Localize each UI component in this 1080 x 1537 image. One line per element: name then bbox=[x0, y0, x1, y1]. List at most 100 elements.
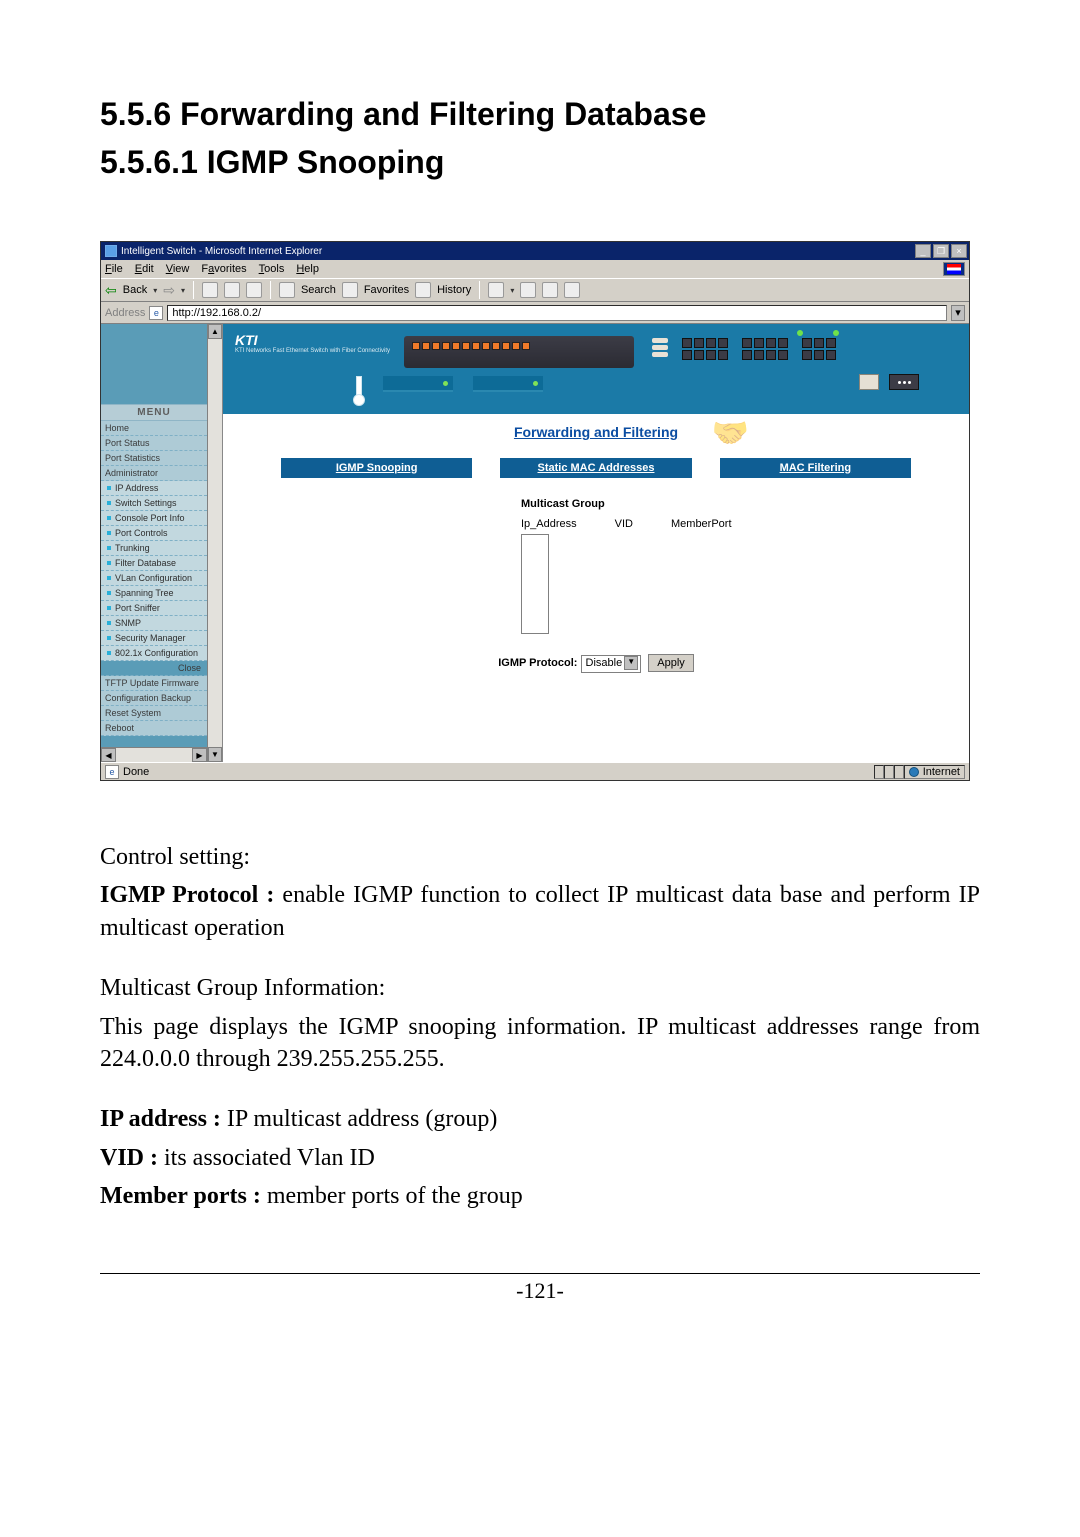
sidebar-item-spanning-tree[interactable]: Spanning Tree bbox=[101, 586, 207, 601]
status-text: Done bbox=[123, 766, 149, 778]
sidebar-item-ip-address[interactable]: IP Address bbox=[101, 481, 207, 496]
refresh-icon[interactable] bbox=[224, 282, 240, 298]
tab-mac-filtering[interactable]: MAC Filtering bbox=[720, 458, 911, 478]
sidebar-menu-title: MENU bbox=[101, 404, 207, 421]
edit-icon[interactable] bbox=[542, 282, 558, 298]
status-zone: Internet bbox=[923, 766, 960, 778]
close-button[interactable]: × bbox=[951, 244, 967, 258]
sidebar-close[interactable]: Close bbox=[101, 661, 207, 676]
menu-tools[interactable]: Tools bbox=[259, 263, 285, 275]
menu-file[interactable]: File bbox=[105, 263, 123, 275]
search-button[interactable]: Search bbox=[301, 284, 336, 296]
apply-button[interactable]: Apply bbox=[648, 654, 694, 672]
sidebar-item-snmp[interactable]: SNMP bbox=[101, 616, 207, 631]
back-icon[interactable] bbox=[105, 282, 117, 299]
igmp-protocol-label: IGMP Protocol: bbox=[498, 657, 577, 669]
back-button[interactable]: Back bbox=[123, 284, 147, 296]
back-dropdown[interactable]: ▾ bbox=[153, 286, 157, 295]
address-dropdown[interactable]: ▾ bbox=[951, 305, 965, 321]
sidebar-item-configuration-backup[interactable]: Configuration Backup bbox=[101, 691, 207, 706]
sidebar-item-port-status[interactable]: Port Status bbox=[101, 436, 207, 451]
page-title: Forwarding and Filtering bbox=[241, 424, 951, 440]
sidebar-item-port-statistics[interactable]: Port Statistics bbox=[101, 451, 207, 466]
ie-screenshot: Intelligent Switch - Microsoft Internet … bbox=[100, 241, 970, 781]
maximize-button[interactable]: ❐ bbox=[933, 244, 949, 258]
device-banner: KTI KTI Networks Fast Ethernet Switch wi… bbox=[223, 324, 969, 414]
tab-static-mac-addresses[interactable]: Static MAC Addresses bbox=[500, 458, 691, 478]
sidebar-item-filter-database[interactable]: Filter Database bbox=[101, 556, 207, 571]
sidebar-item-vlan-configuration[interactable]: VLan Configuration bbox=[101, 571, 207, 586]
ip-address-term: IP address : bbox=[100, 1106, 227, 1132]
col-vid: VID bbox=[615, 518, 633, 530]
handshake-icon: 🤝 bbox=[712, 416, 749, 451]
tab-igmp-snooping[interactable]: IGMP Snooping bbox=[281, 458, 472, 478]
sidebar-item-security-manager[interactable]: Security Manager bbox=[101, 631, 207, 646]
home-icon[interactable] bbox=[246, 282, 262, 298]
ie-throbber-icon bbox=[943, 262, 965, 276]
section-heading-1: 5.5.6 Forwarding and Filtering Database bbox=[100, 90, 980, 138]
sidebar-item-reset-system[interactable]: Reset System bbox=[101, 706, 207, 721]
tabs: IGMP Snooping Static MAC Addresses MAC F… bbox=[281, 458, 911, 478]
switch-ports-minimap bbox=[404, 336, 634, 368]
forward-icon[interactable] bbox=[163, 282, 175, 299]
multicast-group-info-text: This page displays the IGMP snooping inf… bbox=[100, 1011, 980, 1076]
sidebar-item-tftp-update-firmware[interactable]: TFTP Update Firmware bbox=[101, 676, 207, 691]
sidebar-item-switch-settings[interactable]: Switch Settings bbox=[101, 496, 207, 511]
minimize-button[interactable]: _ bbox=[915, 244, 931, 258]
sidebar-item-trunking[interactable]: Trunking bbox=[101, 541, 207, 556]
favorites-icon[interactable] bbox=[342, 282, 358, 298]
status-page-icon: e bbox=[105, 765, 119, 779]
section-heading-2: 5.5.6.1 IGMP Snooping bbox=[100, 138, 980, 186]
search-icon[interactable] bbox=[279, 282, 295, 298]
window-titlebar: Intelligent Switch - Microsoft Internet … bbox=[101, 242, 969, 260]
toolbar: Back ▾ ▾ Search Favorites History ▾ bbox=[101, 278, 969, 302]
ip-address-desc: IP multicast address (group) bbox=[227, 1106, 497, 1132]
favorites-button[interactable]: Favorites bbox=[364, 284, 409, 296]
page-icon: e bbox=[149, 306, 163, 320]
fiber-module-icon bbox=[889, 374, 919, 390]
menu-favorites[interactable]: Favorites bbox=[201, 263, 246, 275]
address-input[interactable]: http://192.168.0.2/ bbox=[167, 305, 947, 321]
footer-rule bbox=[100, 1273, 980, 1274]
stop-icon[interactable] bbox=[202, 282, 218, 298]
sidebar-hscrollbar[interactable]: ◀▶ bbox=[101, 747, 207, 762]
menu-edit[interactable]: Edit bbox=[135, 263, 154, 275]
window-title: Intelligent Switch - Microsoft Internet … bbox=[121, 246, 322, 257]
address-label: Address bbox=[105, 307, 145, 319]
print-icon[interactable] bbox=[520, 282, 536, 298]
sidebar-item-home[interactable]: Home bbox=[101, 421, 207, 436]
statusbar: e Done Internet bbox=[101, 762, 969, 780]
multicast-group-info-heading: Multicast Group Information: bbox=[100, 972, 980, 1004]
page-number: -121- bbox=[100, 1278, 980, 1304]
uplink-module-icon bbox=[859, 374, 879, 390]
forward-dropdown[interactable]: ▾ bbox=[181, 286, 185, 295]
menu-help[interactable]: Help bbox=[296, 263, 319, 275]
igmp-protocol-term: IGMP Protocol : bbox=[100, 882, 282, 908]
ie-icon bbox=[105, 245, 117, 257]
igmp-protocol-select[interactable]: Disable▼ bbox=[581, 655, 642, 673]
member-ports-term: Member ports : bbox=[100, 1183, 267, 1209]
menubar: File Edit View Favorites Tools Help bbox=[101, 260, 969, 278]
sidebar-item-administrator[interactable]: Administrator bbox=[101, 466, 207, 481]
sidebar-item-console-port-info[interactable]: Console Port Info bbox=[101, 511, 207, 526]
sidebar-item-port-sniffer[interactable]: Port Sniffer bbox=[101, 601, 207, 616]
history-button[interactable]: History bbox=[437, 284, 471, 296]
sidebar-vscrollbar[interactable]: ▲▼ bbox=[207, 324, 222, 762]
menu-view[interactable]: View bbox=[166, 263, 190, 275]
member-ports-desc: member ports of the group bbox=[267, 1183, 523, 1209]
multicast-group-listbox[interactable] bbox=[521, 534, 549, 634]
internet-zone-icon bbox=[909, 767, 919, 777]
sidebar-item-8021x-configuration[interactable]: 802.1x Configuration bbox=[101, 646, 207, 661]
col-ip-address: Ip_Address bbox=[521, 518, 577, 530]
content-area: 🤝 Forwarding and Filtering IGMP Snooping… bbox=[223, 414, 969, 762]
sidebar-item-port-controls[interactable]: Port Controls bbox=[101, 526, 207, 541]
col-memberport: MemberPort bbox=[671, 518, 732, 530]
addressbar: Address e http://192.168.0.2/ ▾ bbox=[101, 302, 969, 324]
body-text: Control setting: IGMP Protocol : enable … bbox=[100, 841, 980, 1213]
discuss-icon[interactable] bbox=[564, 282, 580, 298]
sidebar: MENU Home Port Status Port Statistics Ad… bbox=[101, 324, 223, 762]
sidebar-item-reboot[interactable]: Reboot bbox=[101, 721, 207, 736]
mail-icon[interactable] bbox=[488, 282, 504, 298]
control-setting-heading: Control setting: bbox=[100, 841, 980, 873]
history-icon[interactable] bbox=[415, 282, 431, 298]
